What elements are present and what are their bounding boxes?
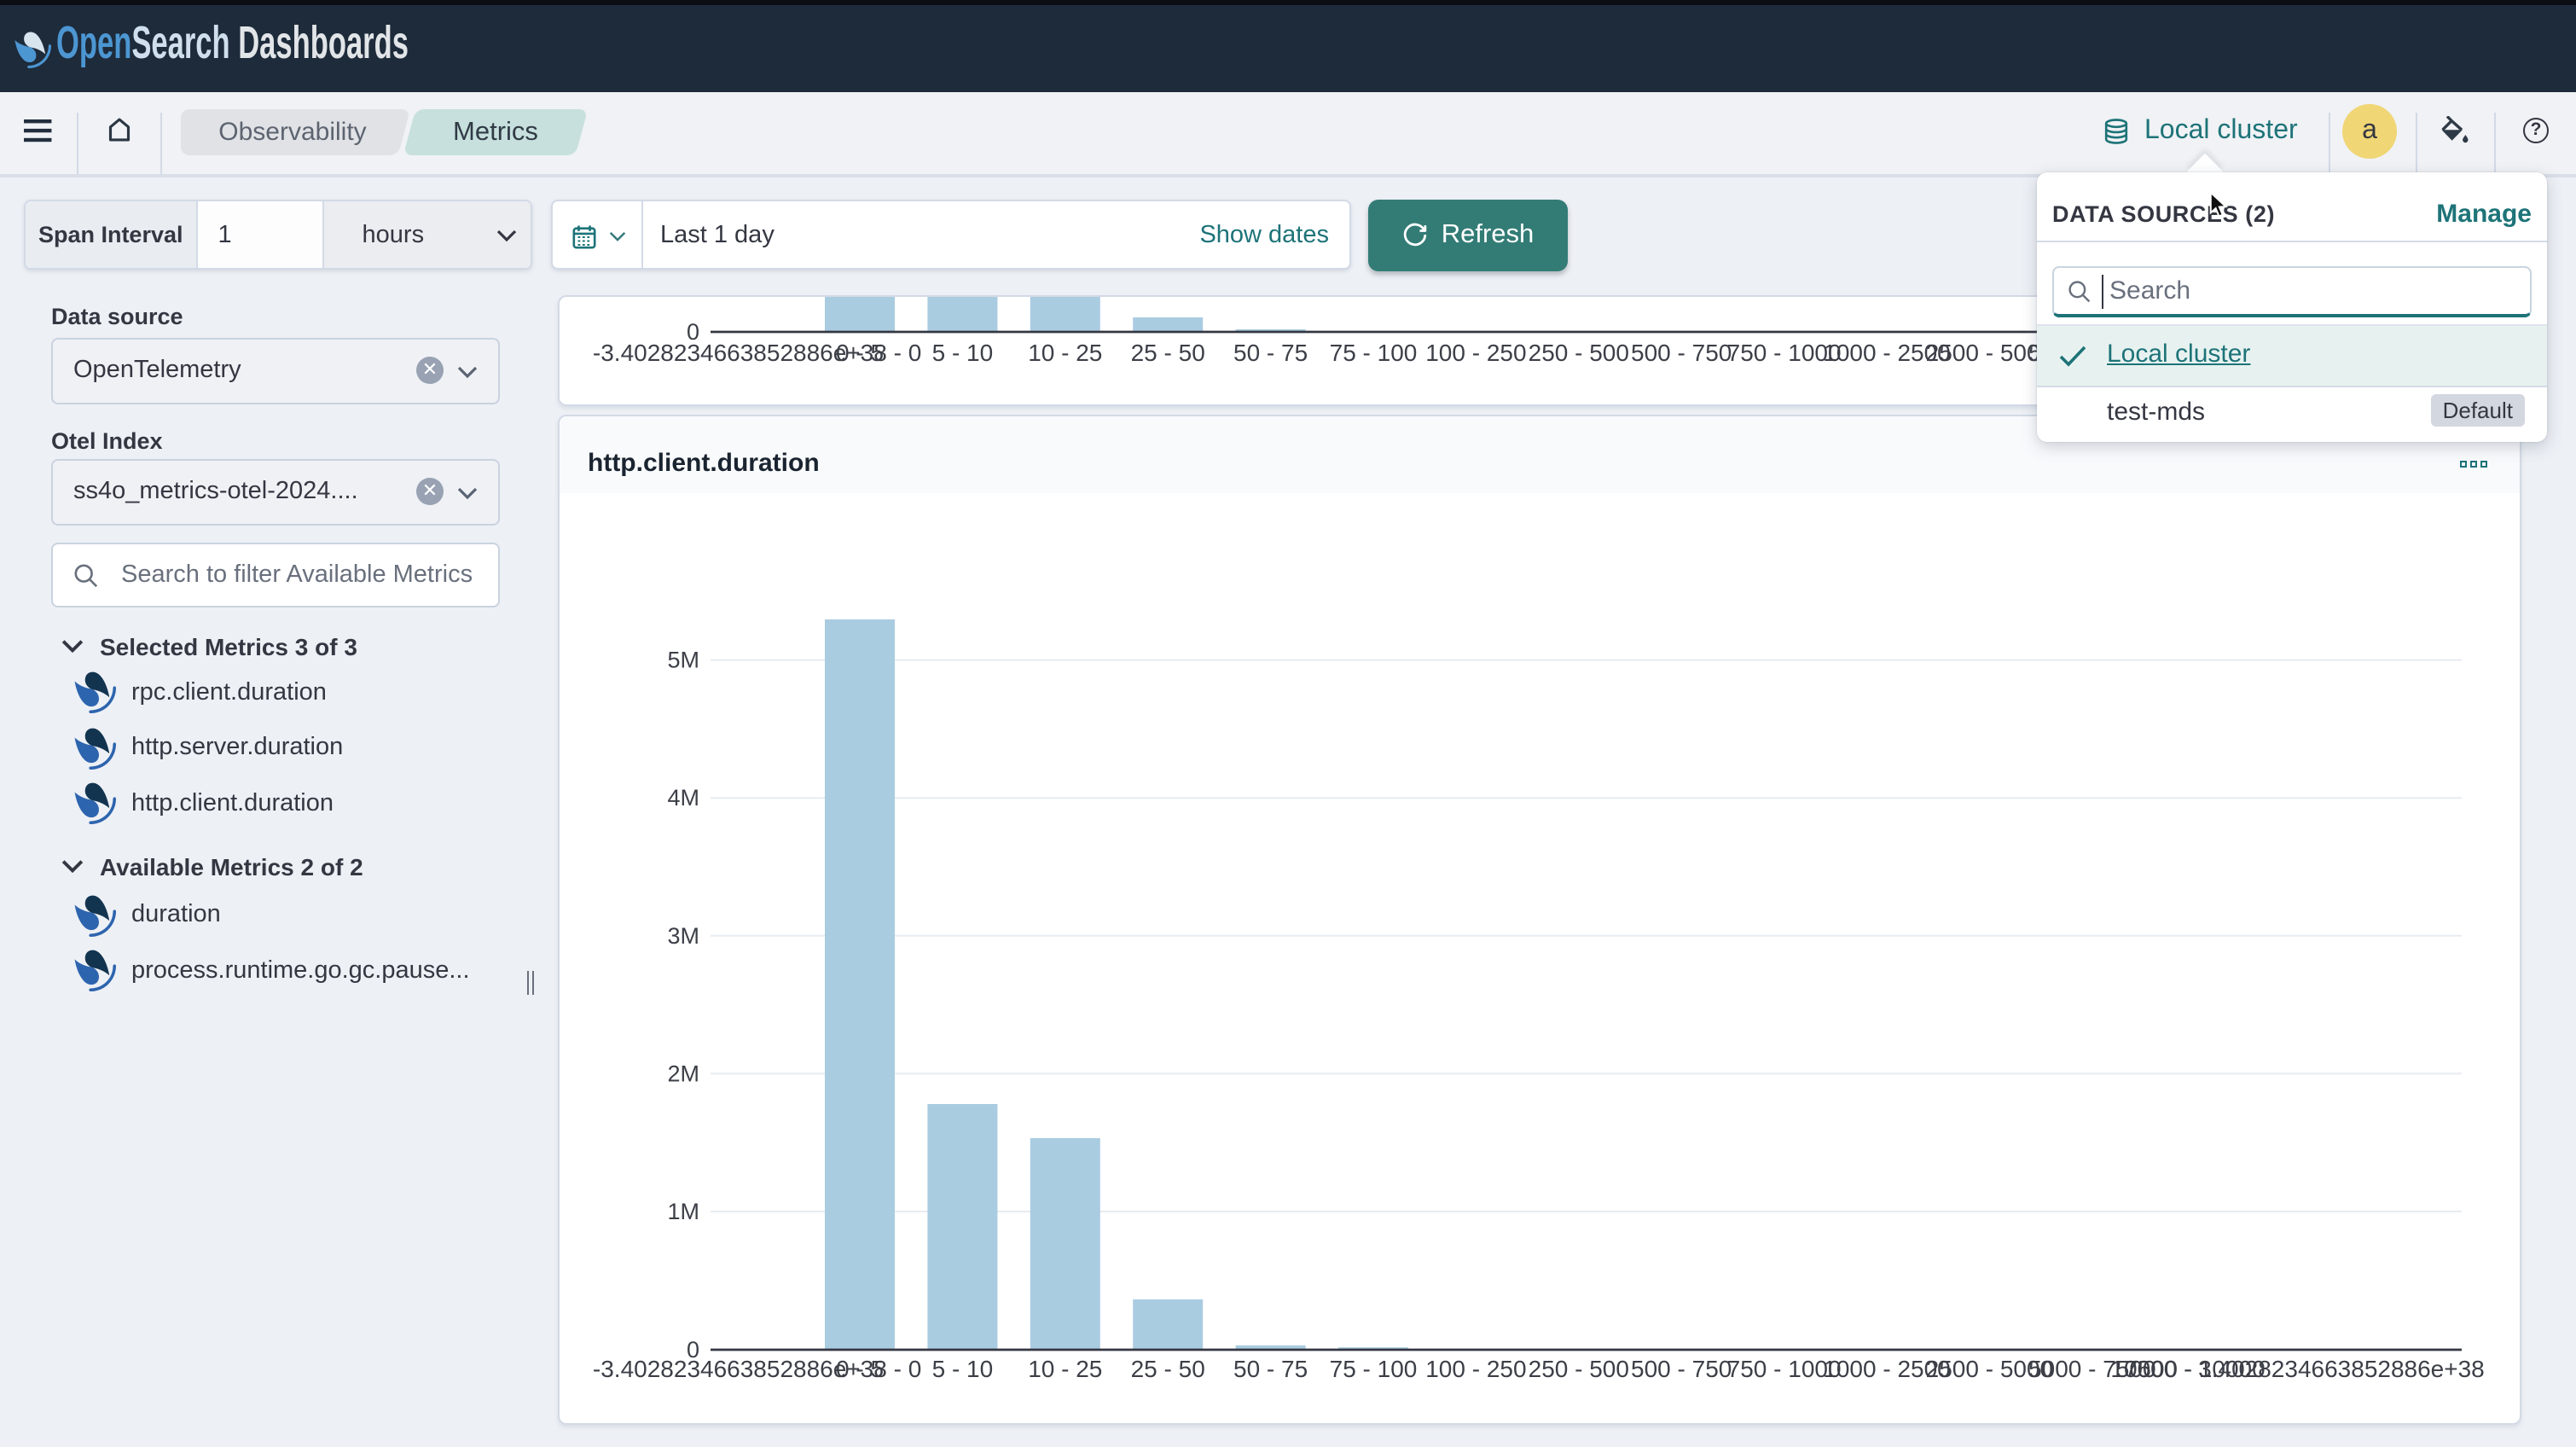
svg-text:750 - 1000: 750 - 1000	[1726, 339, 1841, 365]
svg-text:1M: 1M	[666, 1198, 699, 1223]
svg-text:7500 - 10000: 7500 - 10000	[2124, 1355, 2265, 1381]
svg-text:10000 - 3.4028234663852886e+38: 10000 - 3.4028234663852886e+38	[2109, 1355, 2483, 1381]
svg-text:10 - 25: 10 - 25	[1027, 339, 1101, 365]
svg-text:100 - 250: 100 - 250	[1424, 1355, 1525, 1381]
svg-text:50 - 75: 50 - 75	[1233, 1355, 1307, 1381]
svg-text:0: 0	[686, 318, 699, 344]
svg-text:1000 - 2500: 1000 - 2500	[1822, 339, 1949, 365]
svg-text:5 - 10: 5 - 10	[931, 339, 993, 365]
svg-text:250 - 500: 250 - 500	[1528, 339, 1628, 365]
svg-text:750 - 1000: 750 - 1000	[1726, 1355, 1841, 1381]
svg-text:-3.4028234663852886e+38 - 0: -3.4028234663852886e+38 - 0	[592, 339, 920, 365]
svg-text:100 - 250: 100 - 250	[1424, 339, 1525, 365]
svg-text:75 - 100: 75 - 100	[1329, 339, 1417, 365]
svg-text:3M: 3M	[666, 922, 699, 948]
svg-text:2M: 2M	[666, 1060, 699, 1085]
svg-text:25 - 50: 25 - 50	[1130, 339, 1204, 365]
svg-text:25 - 50: 25 - 50	[1130, 1355, 1204, 1381]
svg-text:10 - 25: 10 - 25	[1027, 1355, 1101, 1381]
svg-text:75 - 100: 75 - 100	[1329, 1355, 1417, 1381]
svg-text:0: 0	[686, 1336, 699, 1362]
svg-text:4M: 4M	[666, 784, 699, 810]
svg-text:50 - 75: 50 - 75	[1233, 339, 1307, 365]
svg-text:2500 - 5000: 2500 - 5000	[1925, 339, 2052, 365]
svg-text:0 - 5: 0 - 5	[835, 1355, 883, 1381]
svg-text:500 - 750: 500 - 750	[1630, 339, 1731, 365]
svg-text:0 - 5: 0 - 5	[835, 339, 883, 365]
svg-text:250 - 500: 250 - 500	[1528, 1355, 1628, 1381]
svg-text:-3.4028234663852886e+38 - 0: -3.4028234663852886e+38 - 0	[592, 1355, 920, 1381]
svg-text:5000 - 7500: 5000 - 7500	[2028, 1355, 2155, 1381]
svg-text:5M: 5M	[666, 647, 699, 672]
svg-text:500 - 750: 500 - 750	[1630, 1355, 1731, 1381]
svg-text:5 - 10: 5 - 10	[931, 1355, 993, 1381]
svg-text:1000 - 2500: 1000 - 2500	[1822, 1355, 1949, 1381]
svg-text:2500 - 5000: 2500 - 5000	[1925, 1355, 2052, 1381]
